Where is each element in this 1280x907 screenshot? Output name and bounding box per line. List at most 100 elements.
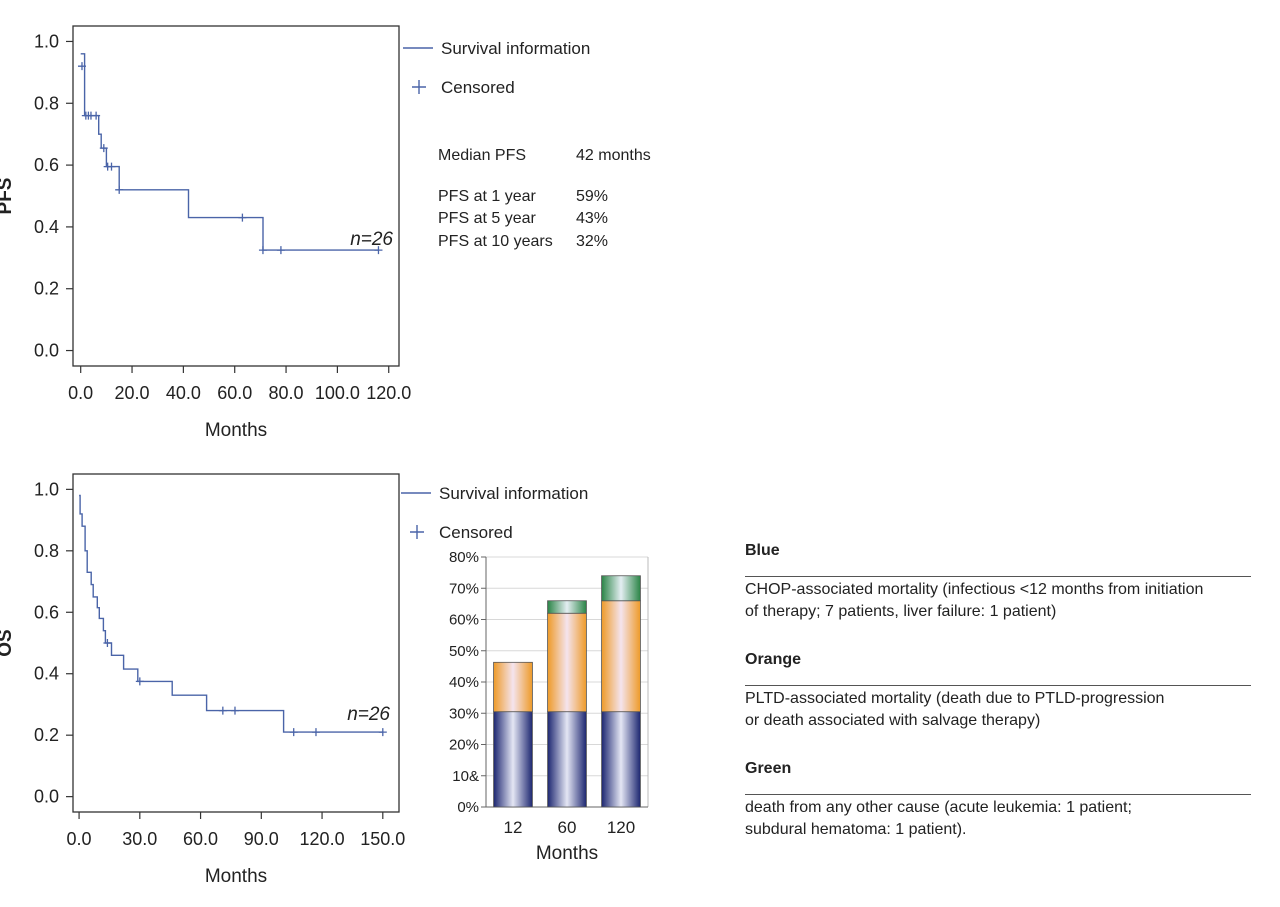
legend-line-label: Survival information: [439, 484, 588, 503]
y-axis-title: OS: [0, 629, 16, 656]
y-tick-label: 0.6: [34, 602, 59, 622]
x-tick-label: 120.0: [300, 829, 345, 849]
bar-segment-orange: [493, 661, 533, 713]
bar-segment-blue: [493, 711, 533, 808]
y-tick-label: 30%: [449, 705, 479, 722]
censor-mark: [92, 111, 101, 120]
censor-mark: [311, 728, 320, 737]
censor-mark: [135, 677, 144, 686]
x-axis-title: Months: [205, 866, 267, 887]
censor-mark: [103, 639, 112, 647]
stat-value: 32%: [576, 232, 609, 250]
legend-censor-swatch: [410, 525, 424, 539]
y-tick-label: 50%: [449, 643, 479, 660]
median-pfs-label: Median PFS: [438, 147, 527, 164]
bar-segment-green: [601, 575, 641, 602]
survival-curve: [79, 494, 383, 733]
y-tick-label: 40%: [449, 674, 479, 691]
stat-label: PFS at 5 year: [438, 210, 536, 227]
censor-mark: [238, 213, 247, 222]
y-tick-label: 1.0: [34, 31, 59, 51]
stats-block: Median PFS 42 months PFS at 1 year 59% P…: [438, 145, 651, 253]
note-blue: Blue CHOP-associated mortality (infectio…: [745, 540, 1251, 623]
censor-mark: [378, 728, 387, 737]
x-tick-label: 20.0: [115, 383, 150, 403]
censor-mark: [230, 706, 239, 715]
bar-segment-blue: [547, 711, 587, 808]
note-line: CHOP-associated mortality (infectious <1…: [745, 581, 1204, 598]
note-line: or death associated with salvage therapy…: [745, 712, 1041, 729]
x-tick-label: 120: [607, 818, 635, 837]
bar-segment-green: [547, 600, 587, 614]
y-tick-label: 0.0: [34, 787, 59, 807]
y-tick-label: 0.8: [34, 541, 59, 561]
x-tick-label: 120.0: [366, 383, 411, 403]
y-tick-label: 0.0: [34, 341, 59, 361]
plot-frame: [72, 25, 400, 367]
x-tick-label: 0.0: [68, 383, 93, 403]
pfs-km-plot: 0.0 0.2 0.4 0.6 0.8 1.0 0.0 20.0 40.0 60.0 80.0 100…: [0, 25, 590, 441]
note-line: subdural hematoma: 1 patient).: [745, 821, 967, 838]
censor-mark: [77, 62, 86, 71]
survival-curve: [80, 53, 379, 251]
x-tick-label: 30.0: [122, 829, 157, 849]
x-tick-label: 60: [558, 818, 577, 837]
y-tick-label: 60%: [449, 612, 479, 629]
y-tick-label: 70%: [449, 580, 479, 597]
sample-size-label: n=26: [347, 704, 390, 725]
x-tick-label: 150.0: [360, 829, 405, 849]
censor-mark: [107, 162, 116, 171]
x-axis-title: Months: [536, 843, 598, 864]
x-tick-label: 100.0: [315, 383, 360, 403]
note-line: of therapy; 7 patients, liver failure: 1…: [745, 603, 1057, 620]
note-heading: Orange: [745, 651, 802, 668]
y-tick-label: 0.4: [34, 664, 59, 684]
bar-segment-orange: [601, 600, 641, 713]
y-tick-label: 0%: [457, 799, 479, 816]
note-green: Green death from any other cause (acute …: [745, 758, 1251, 841]
plot-frame: [72, 473, 400, 813]
x-tick-label: 40.0: [166, 383, 201, 403]
x-tick-label: 12: [504, 818, 523, 837]
x-tick-label: 60.0: [217, 383, 252, 403]
y-tick-label: 0.6: [34, 155, 59, 175]
x-tick-label: 90.0: [244, 829, 279, 849]
y-tick-label: 10&: [452, 768, 479, 785]
note-line: PLTD-associated mortality (death due to …: [745, 690, 1165, 707]
y-tick-label: 0.2: [34, 725, 59, 745]
censor-mark: [218, 706, 227, 715]
censor-mark: [99, 144, 108, 153]
bar-segment-blue: [601, 711, 641, 808]
x-tick-label: 60.0: [183, 829, 218, 849]
stat-value: 43%: [576, 210, 609, 227]
note-orange: Orange PLTD-associated mortality (death …: [745, 649, 1251, 732]
censor-mark: [115, 185, 124, 194]
y-tick-label: 0.4: [34, 217, 59, 237]
legend-censor-label: Censored: [441, 78, 515, 97]
y-tick-label: 0.2: [34, 279, 59, 299]
bar-segment-orange: [547, 612, 587, 713]
censor-mark: [374, 246, 383, 255]
y-tick-label: 80%: [449, 549, 479, 566]
stat-label: PFS at 1 year: [438, 187, 536, 205]
median-pfs-value: 42 months: [576, 147, 651, 164]
note-heading: Green: [745, 760, 792, 777]
legend-line-label: Survival information: [441, 39, 590, 58]
stacked-bar-chart: 0% 10&20% 30% 40% 50% 60% 70% 80% 12 60 120 Months: [449, 549, 649, 864]
censor-mark: [289, 728, 298, 737]
y-tick-label: 0.8: [34, 93, 59, 113]
note-line: death from any other cause (acute leukem…: [745, 799, 1132, 816]
y-tick-label: 20%: [449, 737, 479, 754]
y-axis-title: PFS: [0, 178, 16, 215]
censor-mark: [276, 246, 285, 255]
legend-censor-swatch: [412, 80, 426, 94]
x-axis-title: Months: [205, 420, 267, 441]
sample-size-label: n=26: [350, 229, 393, 250]
note-heading: Blue: [745, 542, 780, 559]
x-tick-label: 0.0: [67, 829, 92, 849]
stat-value: 59%: [576, 187, 609, 205]
y-tick-label: 1.0: [34, 479, 59, 499]
stat-label: PFS at 10 years: [438, 232, 553, 250]
legend-censor-label: Censored: [439, 523, 513, 542]
